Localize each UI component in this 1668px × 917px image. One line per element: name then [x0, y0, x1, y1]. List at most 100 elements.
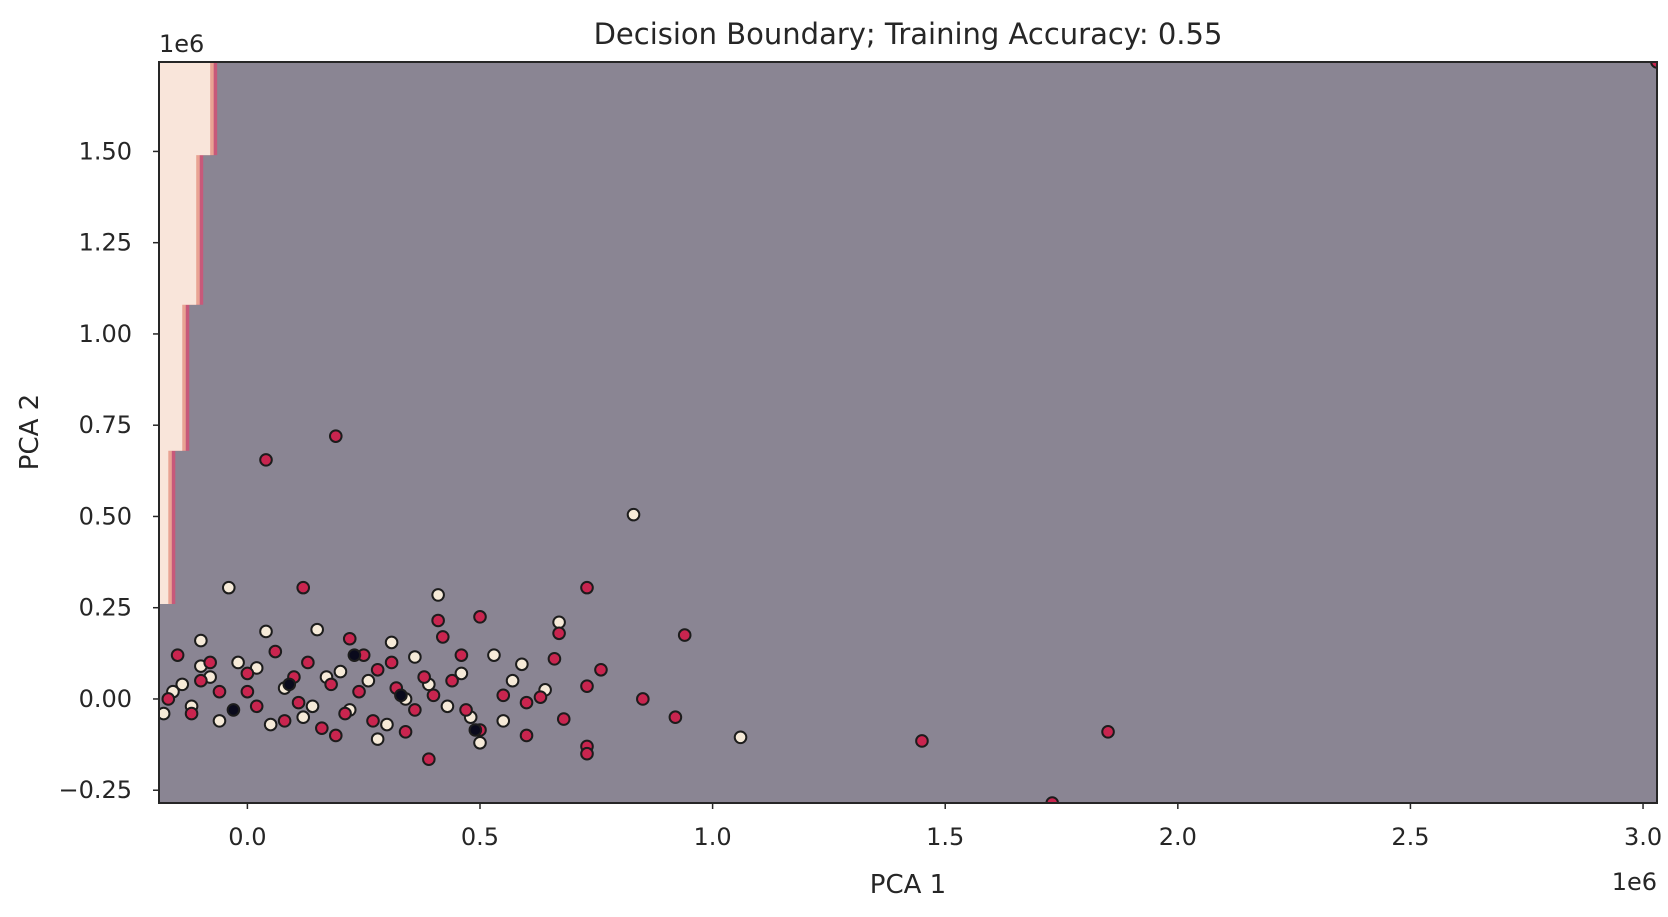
data-point-red: [431, 613, 445, 628]
data-point-red: [580, 580, 594, 595]
x-offset-label: 1e6: [1612, 868, 1657, 896]
data-point-light: [515, 657, 529, 672]
data-point-red: [338, 706, 352, 721]
data-point-light: [440, 699, 455, 714]
data-point-red: [324, 677, 338, 692]
data-point-red: [594, 662, 608, 677]
data-point-red: [203, 655, 217, 670]
data-point-light: [194, 633, 208, 648]
data-point-red: [454, 648, 469, 662]
chart-title: Decision Boundary; Training Accuracy: 0.…: [594, 17, 1223, 51]
data-point-red: [328, 429, 343, 443]
data-point-red: [212, 684, 227, 699]
decision-region-light: [159, 62, 218, 605]
data-point-light: [473, 735, 487, 750]
x-tick-label: 0.0: [228, 823, 266, 851]
data-point-light: [259, 624, 273, 639]
x-tick-label: 3.0: [1624, 823, 1662, 851]
data-point-red: [473, 610, 487, 624]
data-point-red: [342, 631, 357, 646]
data-point-red: [277, 714, 292, 728]
y-axis-ticks: −0.25 0.00 0.25 0.50 0.75 1.00 1.25 1.50: [58, 137, 159, 804]
data-point-light: [626, 507, 641, 522]
data-point-light: [380, 717, 394, 732]
x-tick-label: 0.5: [461, 823, 499, 851]
data-point-red: [170, 648, 185, 662]
x-tick-label: 2.0: [1159, 823, 1197, 851]
data-point-light: [384, 635, 399, 650]
data-point-red: [370, 662, 385, 677]
x-tick-label: 1.5: [926, 823, 964, 851]
data-point-red: [677, 628, 692, 642]
data-point-red: [408, 703, 422, 717]
data-point-red: [580, 679, 594, 693]
data-point-light: [505, 673, 520, 688]
data-point-red: [668, 710, 683, 725]
y-tick-label: 0.25: [79, 594, 132, 622]
data-point-light: [408, 650, 422, 664]
x-axis-ticks: 0.0 0.5 1.0 1.5 2.0 2.5 3.0: [228, 803, 1662, 851]
data-point-red: [315, 721, 329, 735]
series-dark: [226, 648, 483, 737]
data-point-light: [263, 717, 278, 732]
data-point-dark: [468, 723, 483, 737]
data-point-red: [184, 706, 199, 721]
data-point-light: [431, 588, 445, 602]
y-tick-label: 1.50: [79, 137, 132, 165]
data-point-red: [435, 630, 450, 644]
data-point-red: [547, 652, 562, 666]
data-point-red: [915, 734, 929, 748]
data-point-light: [733, 730, 748, 745]
data-point-light: [175, 677, 190, 692]
data-point-red: [519, 728, 534, 743]
data-point-light: [333, 664, 348, 679]
data-point-red: [533, 690, 548, 704]
data-point-red: [161, 692, 176, 706]
data-point-red: [268, 644, 283, 659]
data-point-red: [194, 673, 208, 688]
data-point-red: [1101, 725, 1115, 739]
decision-region-background: [159, 62, 1657, 803]
data-point-red: [519, 695, 534, 710]
data-point-red: [249, 699, 264, 714]
data-point-red: [259, 453, 273, 467]
data-point-red: [1045, 796, 1060, 803]
data-point-light: [310, 622, 324, 637]
data-point-red: [426, 688, 441, 703]
data-point-light: [487, 648, 501, 662]
x-tick-label: 1.0: [694, 823, 732, 851]
axes-frame: [158, 61, 1658, 804]
data-point-red: [296, 580, 311, 595]
data-point-red: [496, 688, 511, 703]
data-point-light: [552, 615, 566, 630]
data-point-red: [291, 695, 306, 710]
data-point-light: [496, 714, 511, 728]
data-point-dark: [282, 677, 297, 692]
x-tick-label: 2.5: [1391, 823, 1429, 851]
data-point-light: [361, 673, 376, 688]
data-point-red: [417, 670, 431, 684]
y-tick-label: 0.75: [79, 411, 132, 439]
y-tick-label: 0.50: [79, 502, 132, 530]
data-point-red: [580, 746, 594, 761]
data-point-red: [352, 684, 366, 699]
data-point-light: [454, 666, 469, 681]
data-point-red: [240, 684, 255, 699]
data-point-light: [370, 732, 385, 746]
data-point-dark: [347, 648, 362, 662]
y-axis-label: PCA 2: [15, 394, 45, 470]
data-point-red: [552, 626, 566, 641]
data-point-light: [212, 714, 227, 728]
data-point-red: [445, 673, 459, 688]
data-point-light: [305, 699, 320, 714]
series-light: [159, 507, 748, 750]
y-tick-label: 1.25: [79, 229, 132, 257]
data-point-dark: [226, 703, 241, 717]
data-point-red: [398, 725, 413, 739]
data-point-red: [384, 655, 399, 670]
data-point-red: [422, 752, 436, 766]
x-axis-label: PCA 1: [870, 870, 946, 900]
data-point-red: [556, 712, 571, 726]
